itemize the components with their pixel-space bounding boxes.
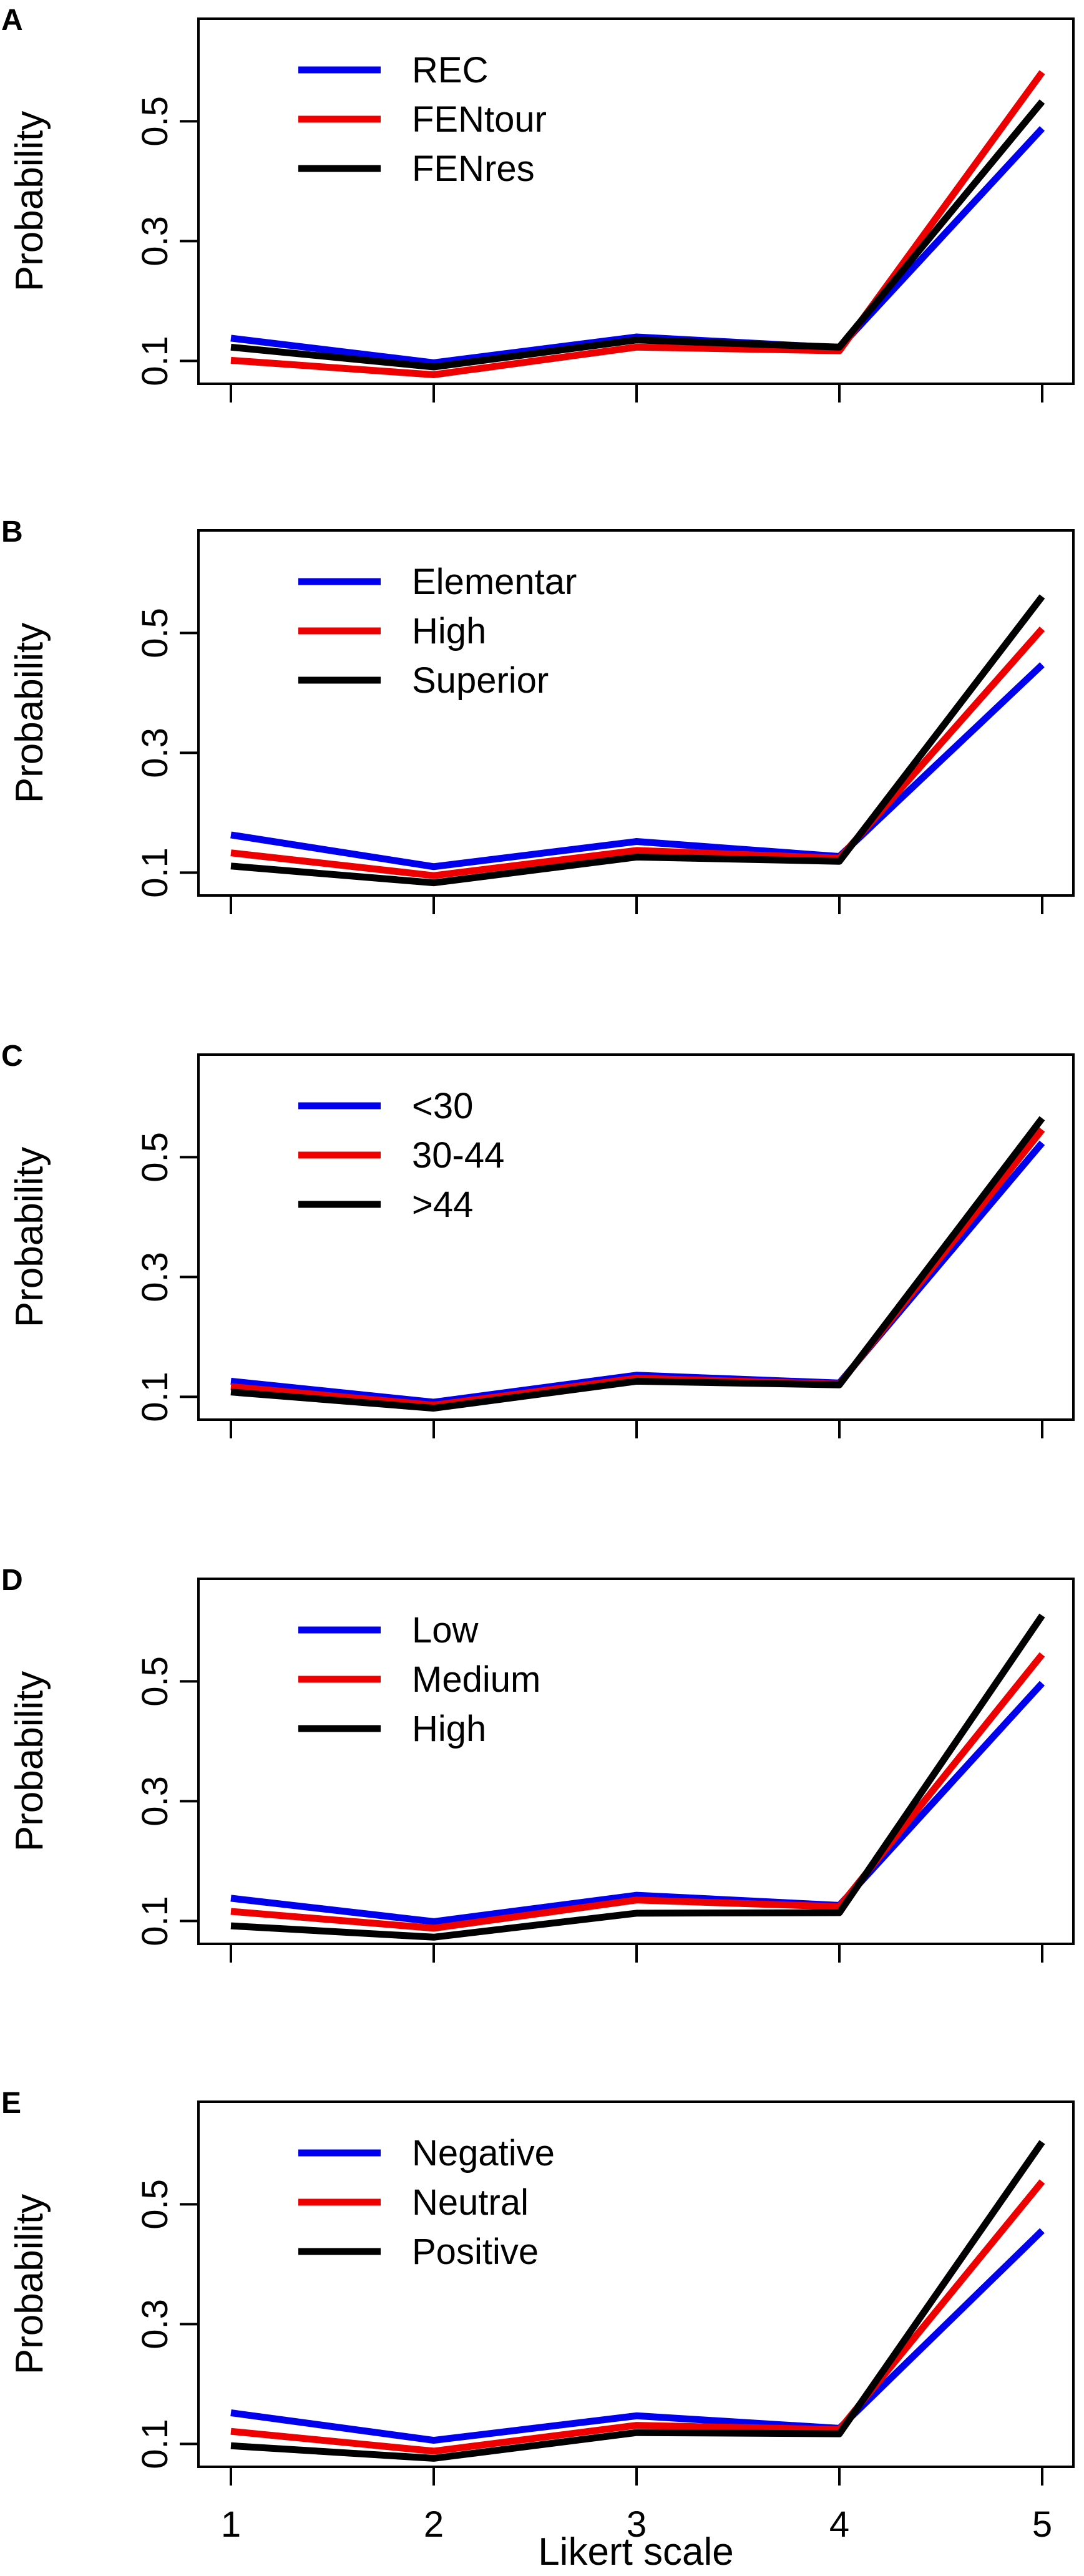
- series-line-negative: [230, 2228, 1045, 2444]
- legend-label: Positive: [412, 2232, 539, 2272]
- panel-b: B 0.1 0.3 0.5 Probability Elementar High Superi…: [1, 515, 1075, 914]
- legend-label: Low: [412, 1610, 479, 1651]
- plot-frame: [197, 17, 1075, 385]
- legend-label: REC: [412, 50, 488, 90]
- series-line-medium: [230, 1652, 1045, 1932]
- y-axis-label: Probability: [8, 1671, 51, 1852]
- y-tick-label: 0.3: [135, 216, 175, 266]
- legend-label: >44: [412, 1184, 473, 1225]
- panel-letter: A: [1, 4, 23, 37]
- series-line-neutral: [230, 2179, 1045, 2455]
- panel-a: A 0.1 0.3 0.5 Probability REC FENtour FENres: [1, 4, 1075, 402]
- y-tick-label: 0.3: [135, 1252, 175, 1302]
- y-axis-label: Probability: [8, 2194, 51, 2374]
- panel-e: E 0.1 0.3 0.5 Probability 1 2 3 4 5 Likert scale Ne…: [1, 2087, 1075, 2574]
- legend-label: Elementar: [412, 562, 577, 602]
- legend-label: FENtour: [412, 99, 547, 140]
- legend-label: High: [412, 1709, 486, 1749]
- legend-label: Negative: [412, 2133, 555, 2174]
- y-tick-label: 0.3: [135, 1776, 175, 1827]
- series-line-superior: [230, 594, 1045, 887]
- y-tick-label: 0.3: [135, 2299, 175, 2349]
- panel-letter: E: [1, 2087, 21, 2120]
- y-tick-label: 0.5: [135, 2179, 175, 2230]
- y-tick-label: 0.1: [135, 1372, 175, 1422]
- series-line-elementar: [230, 662, 1045, 871]
- y-tick-label: 0.1: [135, 847, 175, 898]
- y-axis-label: Probability: [8, 111, 51, 291]
- series-line-fenres: [230, 99, 1045, 371]
- series-line-fentour: [230, 70, 1045, 378]
- legend-label: Neutral: [412, 2182, 529, 2223]
- panel-d: D 0.1 0.3 0.5 Probability Low Medium High: [1, 1564, 1075, 1963]
- x-tick-label: 3: [627, 2504, 647, 2545]
- plot-frame: [197, 1053, 1075, 1421]
- y-tick-label: 0.5: [135, 1132, 175, 1183]
- legend-label: <30: [412, 1086, 473, 1126]
- x-tick-label: 4: [829, 2504, 849, 2545]
- series-line-30-44: [230, 1127, 1045, 1409]
- legend-label: High: [412, 611, 486, 651]
- x-axis-label: Likert scale: [538, 2530, 734, 2574]
- panel-letter: C: [1, 1040, 23, 1073]
- series-line-positive: [230, 2140, 1045, 2462]
- legend-label: 30-44: [412, 1135, 504, 1176]
- series-line-30: [230, 1140, 1045, 1406]
- panel-letter: B: [1, 515, 23, 549]
- legend-label: FENres: [412, 149, 535, 189]
- y-axis-label: Probability: [8, 1147, 51, 1327]
- x-tick-label: 1: [221, 2504, 241, 2545]
- y-tick-label: 0.3: [135, 728, 175, 778]
- y-tick-label: 0.5: [135, 608, 175, 658]
- y-tick-label: 0.5: [135, 96, 175, 147]
- series-line-high: [230, 1613, 1045, 1941]
- x-tick-label: 5: [1032, 2504, 1052, 2545]
- series-line-44: [230, 1116, 1045, 1412]
- panel-c: C 0.1 0.3 0.5 Probability <30 30-44 >44: [1, 1040, 1075, 1438]
- y-axis-label: Probability: [8, 623, 51, 803]
- y-tick-label: 0.1: [135, 2419, 175, 2469]
- y-tick-label: 0.1: [135, 1896, 175, 1946]
- legend-label: Medium: [412, 1659, 540, 1700]
- y-tick-label: 0.5: [135, 1656, 175, 1707]
- series-line-low: [230, 1681, 1045, 1925]
- x-tick-label: 2: [424, 2504, 444, 2545]
- legend-label: Superior: [412, 660, 549, 701]
- series-line-high: [230, 627, 1045, 879]
- y-tick-label: 0.1: [135, 336, 175, 386]
- panel-letter: D: [1, 1564, 23, 1597]
